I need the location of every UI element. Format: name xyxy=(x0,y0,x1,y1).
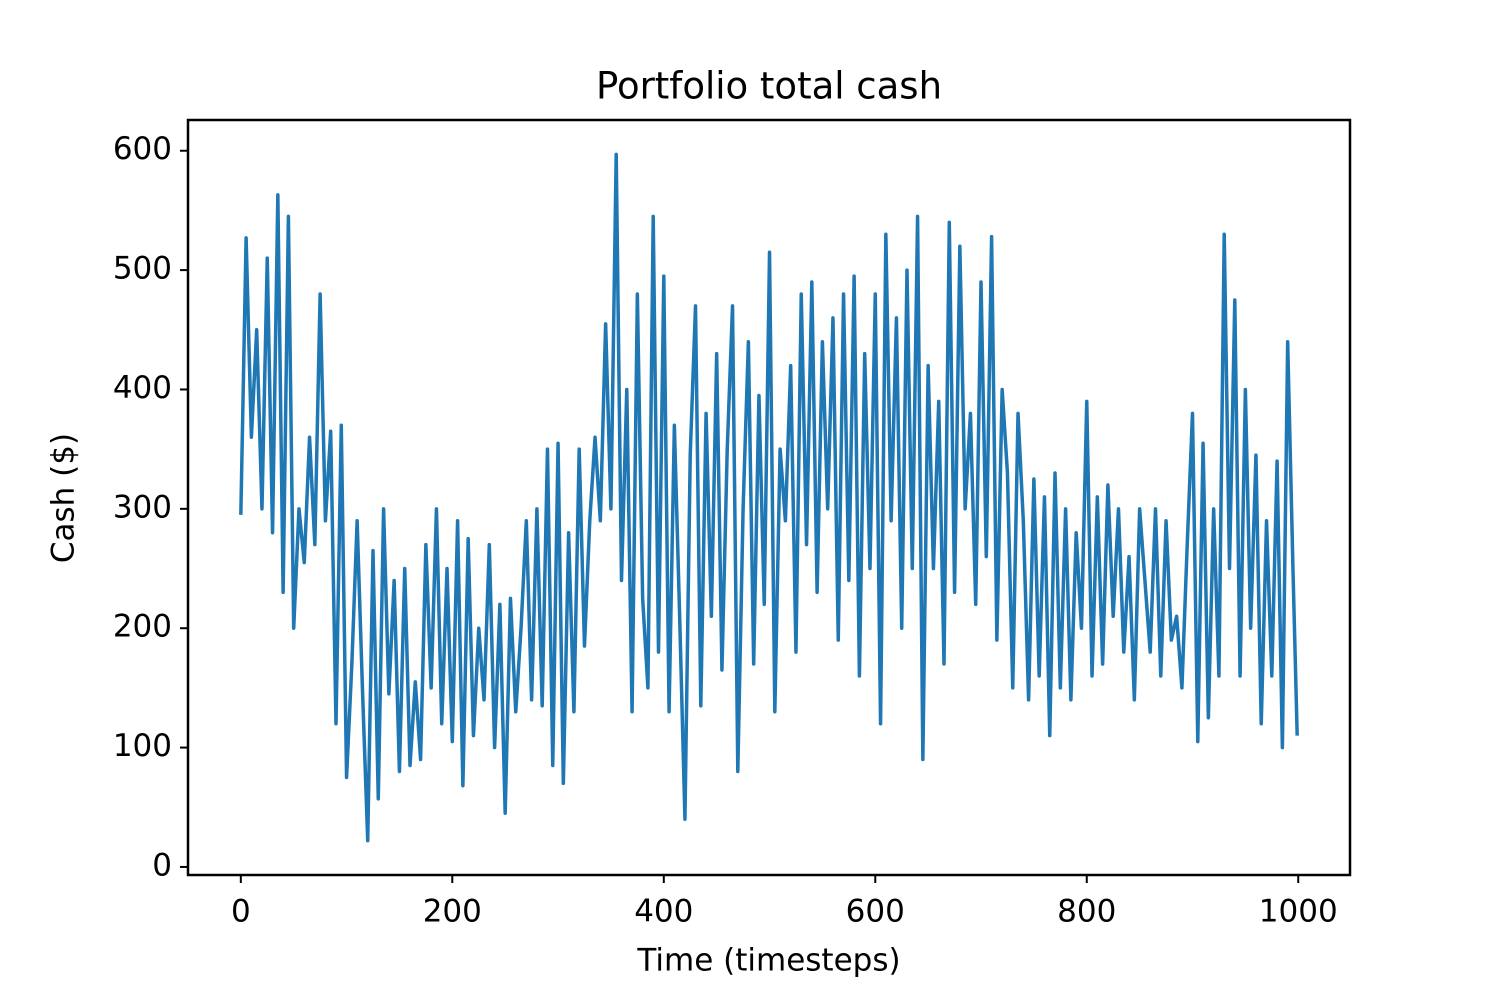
y-tick-label: 300 xyxy=(113,489,172,525)
x-tick-label: 400 xyxy=(634,894,693,930)
x-tick-label: 0 xyxy=(231,894,251,930)
plot-frame xyxy=(186,118,1352,877)
y-axis-label: Cash ($) xyxy=(46,433,82,563)
x-tick-label: 1000 xyxy=(1259,894,1338,930)
chart-title: Portfolio total cash xyxy=(596,65,942,108)
x-tick-label: 600 xyxy=(846,894,905,930)
x-tick-label: 800 xyxy=(1057,894,1116,930)
x-axis-label: Time (timesteps) xyxy=(636,943,900,979)
y-tick-label: 400 xyxy=(113,370,172,406)
y-tick-label: 500 xyxy=(113,251,172,287)
x-tick-label: 200 xyxy=(423,894,482,930)
y-tick-label: 200 xyxy=(113,609,172,645)
y-tick-label: 100 xyxy=(113,728,172,764)
data-line xyxy=(239,152,1299,843)
y-tick-label: 0 xyxy=(152,847,172,883)
y-tick-label: 600 xyxy=(113,131,172,167)
